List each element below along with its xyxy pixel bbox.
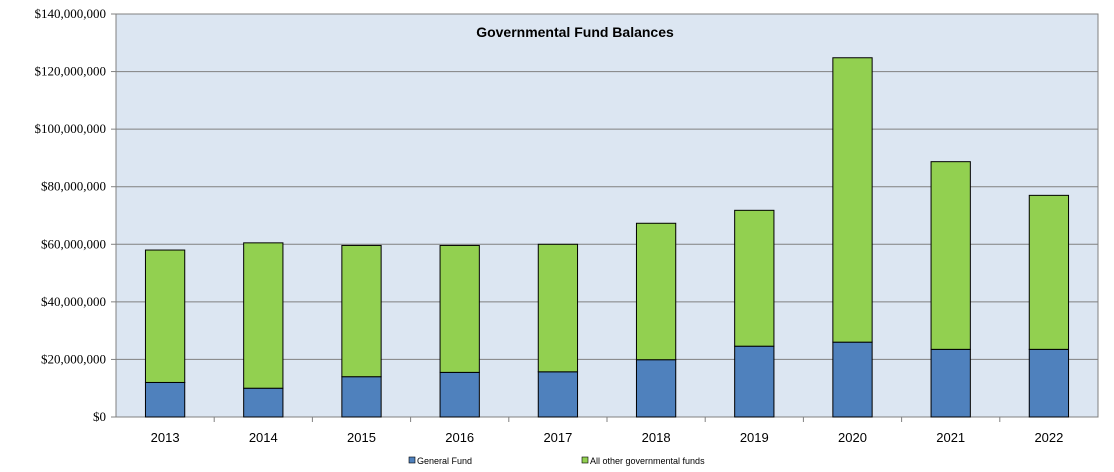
chart-title: Governmental Fund Balances (476, 24, 674, 40)
y-tick-label: $80,000,000 (41, 179, 106, 194)
bar-other-funds-2014 (243, 242, 284, 389)
y-tick-label: $40,000,000 (41, 294, 106, 309)
y-axis-ticks: $0 $20,000,000 $40,000,000 $60,000,000 $80,0… (35, 6, 116, 424)
y-tick-label: $60,000,000 (41, 236, 106, 251)
y-tick-label: $20,000,000 (41, 351, 106, 366)
bar-general-fund-2021 (930, 348, 971, 418)
x-tick-label: 2018 (642, 430, 671, 445)
bar-other-funds-2015 (341, 244, 382, 378)
x-tick-label: 2020 (838, 430, 867, 445)
bar-other-funds-2018 (635, 222, 677, 361)
bar-general-fund-2018 (635, 359, 677, 418)
bar-other-funds-2019 (734, 209, 775, 347)
x-tick-label: 2022 (1034, 430, 1063, 445)
y-tick-label: $0 (93, 409, 106, 424)
x-tick-label: 2014 (249, 430, 278, 445)
y-tick-label: $120,000,000 (35, 64, 107, 79)
bar-other-funds-2022 (1028, 194, 1070, 350)
bar-general-fund-2016 (439, 371, 480, 418)
x-tick-label: 2021 (936, 430, 965, 445)
bar-general-fund-2019 (734, 345, 775, 418)
bar-other-funds-2021 (930, 161, 971, 350)
bar-general-fund-2015 (341, 376, 382, 418)
legend-swatch (581, 456, 589, 464)
bar-general-fund-2013 (144, 381, 186, 418)
x-tick-label: 2016 (445, 430, 474, 445)
x-tick-label: 2013 (151, 430, 180, 445)
x-axis-ticks: 2013 2014 2015 2016 2017 2018 2019 2020 2021 2022 (151, 417, 1063, 445)
legend-label: All other governmental funds (590, 456, 705, 466)
legend: General Fund All other governmental funds (408, 456, 705, 466)
bar-general-fund-2020 (832, 341, 873, 418)
bar-general-fund-2022 (1028, 348, 1070, 418)
bar-general-fund-2017 (537, 371, 579, 418)
y-tick-label: $100,000,000 (35, 121, 107, 136)
bar-general-fund-2014 (243, 387, 284, 418)
x-tick-label: 2015 (347, 430, 376, 445)
bars (144, 57, 1070, 418)
bar-other-funds-2013 (144, 249, 186, 383)
x-tick-label: 2019 (740, 430, 769, 445)
legend-swatch (408, 456, 416, 464)
bar-other-funds-2016 (439, 244, 480, 373)
bar-other-funds-2017 (537, 243, 579, 373)
bar-other-funds-2020 (832, 57, 873, 343)
y-tick-label: $140,000,000 (35, 6, 107, 21)
legend-label: General Fund (417, 456, 472, 466)
x-tick-label: 2017 (543, 430, 572, 445)
